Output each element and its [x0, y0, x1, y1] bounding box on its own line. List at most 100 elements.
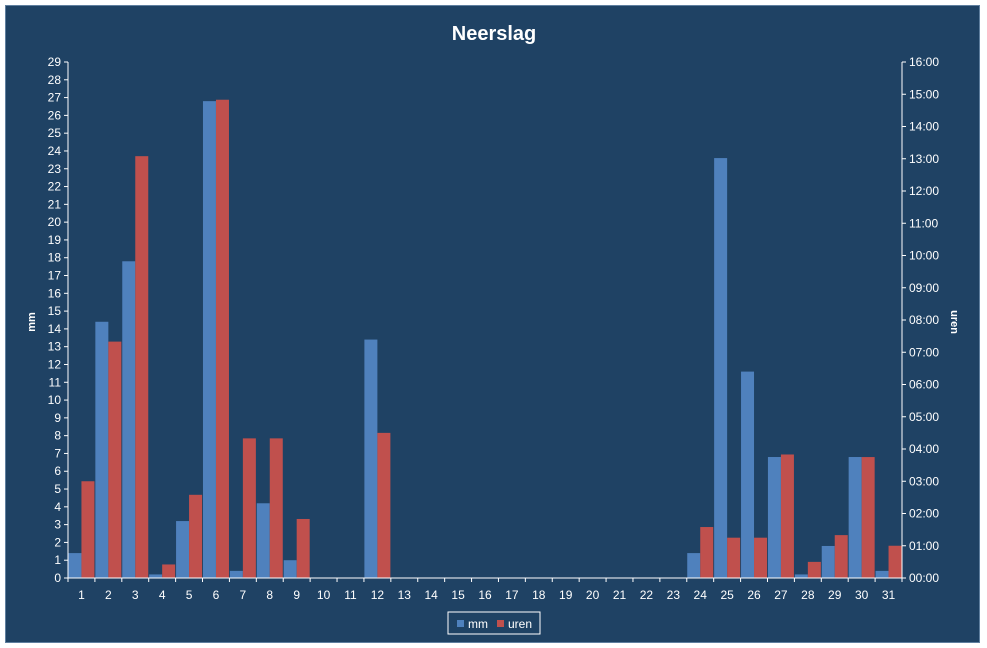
x-tick-label-27: 27: [774, 588, 788, 602]
bar-mm-7: [229, 570, 243, 578]
right-tick-label: 07:00: [909, 345, 939, 359]
x-tick-label-8: 8: [266, 588, 273, 602]
legend: mm uren: [447, 611, 541, 635]
x-tick-label-11: 11: [344, 588, 357, 602]
bar-uren-31: [888, 545, 902, 578]
right-tick-label: 09:00: [909, 281, 939, 295]
left-tick-label: 7: [54, 446, 61, 460]
x-tick-label-7: 7: [240, 588, 247, 602]
x-tick-label-19: 19: [559, 588, 573, 602]
bar-mm-12: [364, 339, 378, 578]
left-tick-label: 19: [48, 233, 62, 247]
x-tick-label-14: 14: [425, 588, 439, 602]
bar-uren-4: [162, 564, 176, 578]
right-tick-label: 14:00: [909, 120, 939, 134]
x-tick-label-20: 20: [586, 588, 600, 602]
left-tick-label: 4: [54, 500, 61, 514]
bar-uren-27: [780, 454, 794, 578]
right-tick-label: 10:00: [909, 249, 939, 263]
left-tick-label: 13: [48, 340, 62, 354]
x-tick-label-30: 30: [855, 588, 869, 602]
bar-uren-3: [135, 156, 149, 579]
left-tick-label: 14: [48, 322, 62, 336]
precipitation-chart: Neerslag 0123456789101112131415161718192…: [26, 23, 960, 635]
right-tick-label: 03:00: [909, 474, 939, 488]
legend-swatch-uren: [497, 620, 504, 627]
left-tick-label: 18: [48, 251, 62, 265]
right-tick-label: 08:00: [909, 313, 939, 327]
left-tick-label: 27: [48, 91, 62, 105]
left-tick-label: 10: [48, 393, 62, 407]
left-tick-label: 11: [49, 375, 62, 389]
right-tick-label: 01:00: [909, 539, 939, 553]
right-tick-label: 06:00: [909, 378, 939, 392]
bar-mm-25: [714, 158, 728, 578]
x-tick-label-22: 22: [640, 588, 654, 602]
x-tick-label-26: 26: [747, 588, 761, 602]
bar-mm-28: [794, 574, 808, 578]
left-tick-label: 20: [48, 215, 62, 229]
right-axis-title: uren: [948, 310, 960, 334]
left-axis-ticks: 0123456789101112131415161718192021222324…: [48, 55, 68, 585]
x-tick-label-29: 29: [828, 588, 842, 602]
left-tick-label: 16: [48, 286, 62, 300]
bar-mm-31: [875, 570, 889, 578]
x-tick-label-2: 2: [105, 588, 112, 602]
bar-uren-8: [269, 438, 283, 578]
left-tick-label: 0: [54, 571, 61, 585]
bar-mm-2: [95, 321, 109, 578]
right-tick-label: 00:00: [909, 571, 939, 585]
left-tick-label: 6: [54, 464, 61, 478]
bar-mm-5: [176, 521, 190, 578]
left-tick-label: 2: [54, 535, 61, 549]
right-tick-label: 04:00: [909, 442, 939, 456]
x-tick-label-10: 10: [317, 588, 331, 602]
left-axis-title: mm: [26, 312, 38, 332]
legend-label-uren: uren: [508, 617, 532, 631]
bar-mm-24: [687, 553, 701, 578]
chart-title: Neerslag: [452, 23, 537, 45]
left-tick-label: 25: [48, 126, 62, 140]
right-tick-label: 16:00: [909, 55, 939, 69]
bar-mm-6: [202, 101, 216, 578]
bar-mm-26: [741, 371, 755, 578]
bar-uren-24: [700, 527, 714, 578]
legend-label-mm: mm: [468, 617, 488, 631]
left-tick-label: 5: [54, 482, 61, 496]
x-tick-label-13: 13: [398, 588, 412, 602]
bar-uren-25: [727, 537, 741, 578]
x-tick-label-16: 16: [478, 588, 492, 602]
x-tick-label-17: 17: [505, 588, 519, 602]
x-tick-label-18: 18: [532, 588, 546, 602]
x-tick-label-12: 12: [371, 588, 385, 602]
chart-frame: Neerslag 0 1 2 3 4 5 6 7 8 9 10 11 12 13 14 15 16 17 18 19 2…: [5, 5, 980, 643]
bar-uren-1: [81, 481, 95, 578]
x-tick-label-5: 5: [186, 588, 193, 602]
right-tick-label: 02:00: [909, 507, 939, 521]
bar-uren-28: [807, 561, 821, 579]
right-tick-label: 13:00: [909, 152, 939, 166]
x-tick-label-9: 9: [293, 588, 300, 602]
bar-mm-27: [767, 457, 781, 578]
left-tick-label: 23: [48, 162, 62, 176]
bar-mm-30: [848, 457, 862, 578]
right-axis-ticks: 00:00 01:00 02:00 03:00 04:00 05:00 06:00 07:00…: [902, 55, 939, 585]
bar-uren-2: [108, 341, 122, 578]
left-tick-label: 24: [48, 144, 62, 158]
left-tick-label: 3: [54, 518, 61, 532]
x-tick-label-28: 28: [801, 588, 815, 602]
bars-group: [68, 99, 902, 579]
x-tick-label-4: 4: [159, 588, 166, 602]
x-axis-ticks: 1 2 3 4 5 6 7 8 9 10 11 12 13 14 15 16 17 18 19 20 21 22 23 24 2…: [67, 578, 903, 602]
bar-mm-1: [68, 553, 82, 578]
bar-uren-6: [215, 99, 229, 578]
right-tick-label: 12:00: [909, 184, 939, 198]
x-tick-label-21: 21: [613, 588, 627, 602]
x-tick-label-3: 3: [132, 588, 139, 602]
x-tick-label-1: 1: [78, 588, 85, 602]
bar-uren-7: [242, 438, 256, 578]
left-tick-label: 9: [54, 411, 61, 425]
bar-uren-30: [861, 457, 875, 578]
bar-mm-29: [821, 545, 835, 578]
bar-uren-5: [189, 494, 203, 578]
